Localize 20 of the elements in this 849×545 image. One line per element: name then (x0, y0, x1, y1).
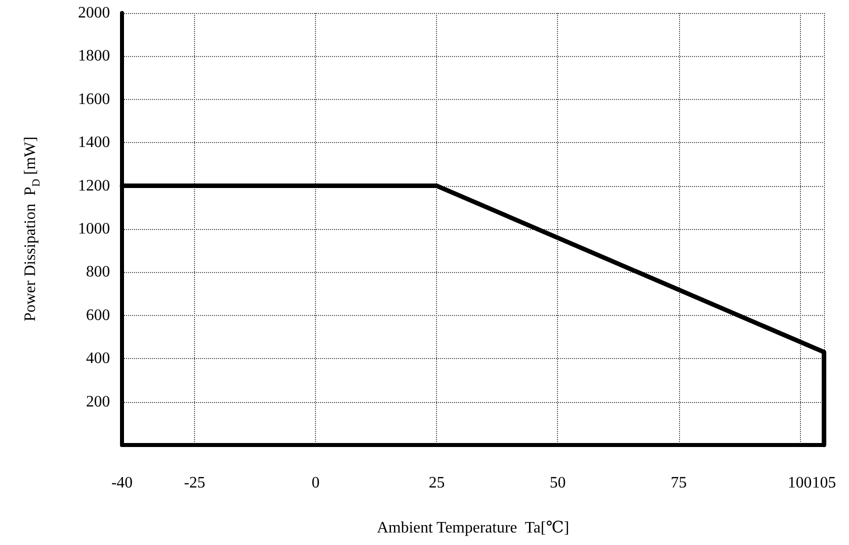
y-axis-title: Power Dissipation PD [mW] (22, 136, 42, 322)
x-axis-title: Ambient Temperature Ta[℃] (376, 520, 570, 536)
y-tick-label: 400 (86, 350, 110, 368)
y-tick-label: 1000 (78, 220, 110, 238)
x-tick-label: -40 (111, 474, 133, 492)
y-tick-label: 600 (86, 306, 110, 324)
y-tick-label: 800 (86, 264, 110, 281)
y-tick-label: 1600 (78, 90, 110, 108)
x-tick-label: 105 (812, 474, 836, 492)
x-tick-label: 25 (428, 474, 445, 492)
x-tick-label: 75 (670, 474, 687, 492)
x-tick-label: 0 (312, 474, 320, 492)
y-tick-label: 1200 (78, 177, 110, 194)
y-tick-label: 1400 (78, 134, 110, 152)
x-tick-label: 100 (788, 474, 812, 492)
y-tick-label: 2000 (78, 4, 110, 22)
y-tick-label: 200 (86, 393, 110, 410)
x-tick-label: 50 (550, 474, 566, 492)
x-tick-label: -25 (184, 474, 206, 492)
y-tick-label: 1800 (78, 48, 110, 65)
